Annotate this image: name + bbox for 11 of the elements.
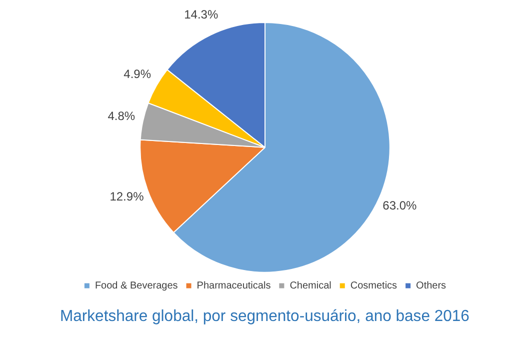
- text: Marketshare global, por segmento-usuário, ano base 2016: [60, 308, 470, 325]
- legend-label: Pharmaceuticals: [196, 280, 271, 292]
- legend-label: Chemical: [290, 280, 332, 292]
- legend-label: Others: [416, 280, 446, 292]
- data-label: 12.9%: [110, 189, 144, 204]
- data-label: 63.0%: [382, 198, 418, 212]
- legend-label: Food & Beverages: [94, 280, 178, 292]
- legend-label: Cosmetics: [350, 280, 398, 292]
- data-label: 14.3%: [184, 7, 218, 22]
- data-label: 4.9%: [124, 67, 152, 82]
- data-label: 4.8%: [108, 108, 136, 123]
